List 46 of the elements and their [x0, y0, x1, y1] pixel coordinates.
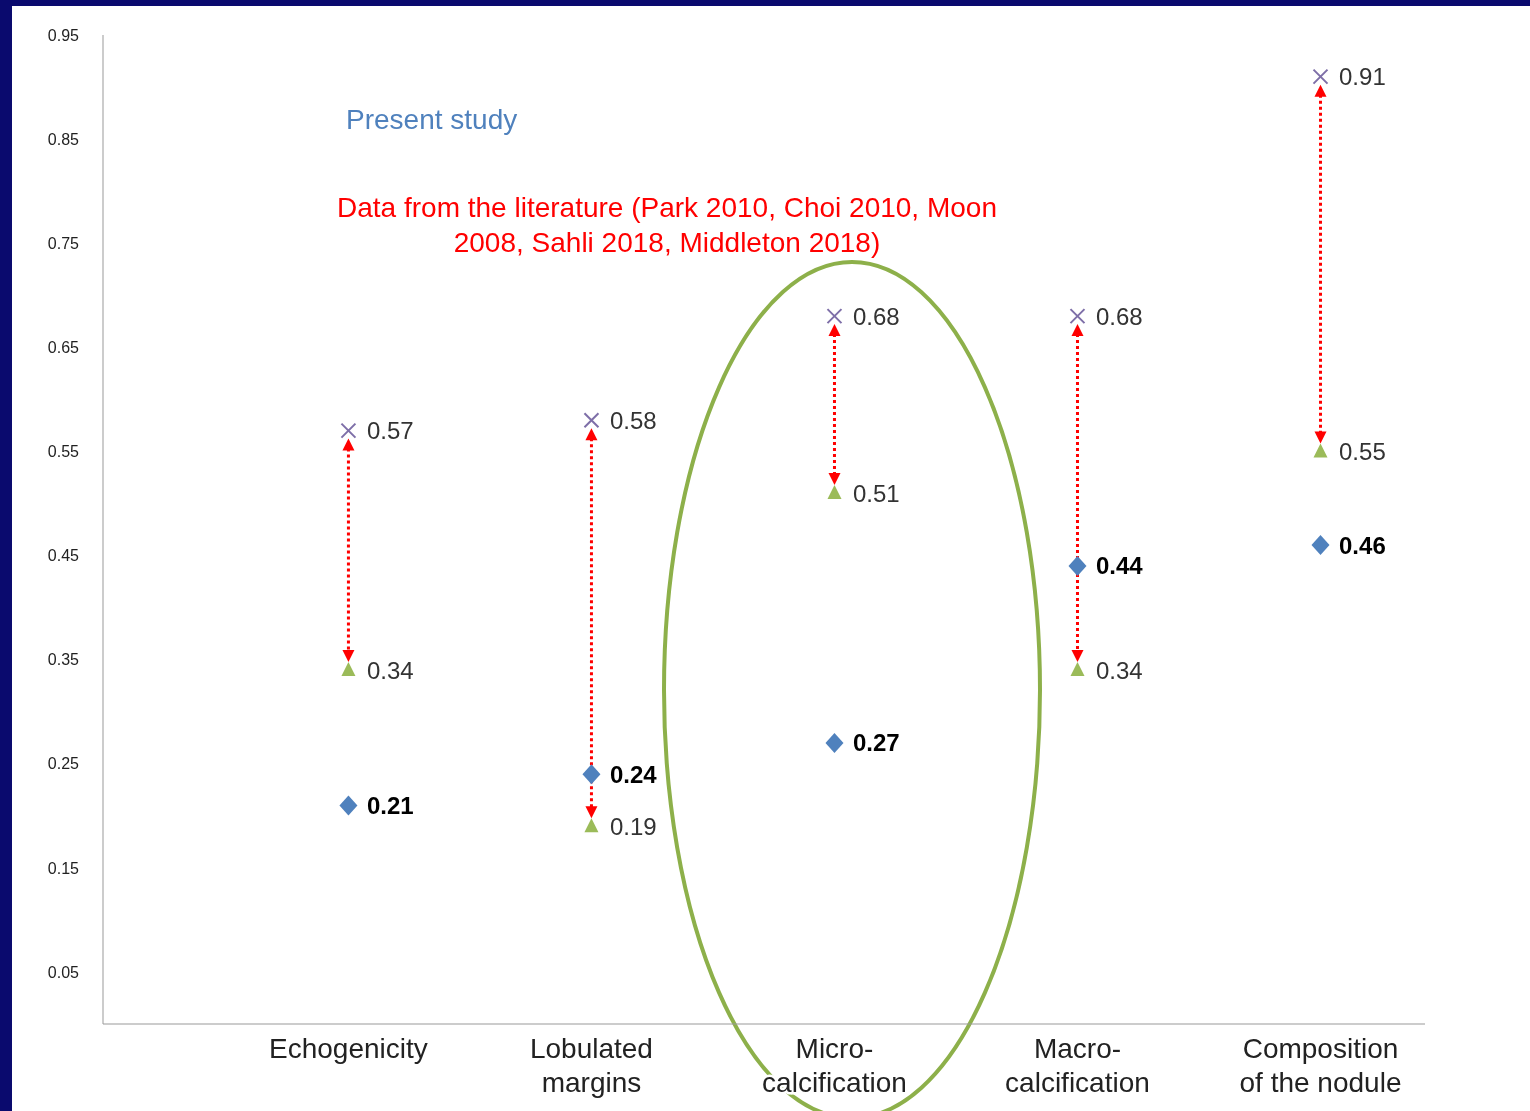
x-tick-label: Lobulated margins: [529, 1033, 653, 1098]
x-tick-label: Composition of the nodule: [1239, 1033, 1402, 1098]
point: [1068, 555, 1087, 576]
data-label: 0.91: [1339, 63, 1386, 91]
point: [584, 818, 599, 833]
data-label: 0.27: [852, 729, 900, 757]
data-label: 0.55: [1339, 437, 1386, 465]
y-tick-label: 0.75: [47, 234, 80, 252]
point: [582, 764, 601, 785]
data-label: 0.21: [366, 791, 414, 819]
y-tick-label: 0.35: [47, 651, 80, 669]
y-tick-label: 0.55: [47, 443, 80, 461]
point: [1311, 535, 1330, 556]
data-label: 0.34: [1096, 656, 1143, 684]
point: [1313, 443, 1328, 458]
data-label: 0.68: [1096, 302, 1143, 330]
point: [827, 485, 842, 500]
text: Present study: [346, 104, 518, 136]
annotation: Data from the literature (Park 2010, Choi 2010, Moon 2008, Sahli 2018, Middleton 2018): [337, 191, 997, 260]
point: [825, 732, 844, 753]
data-label: 0.34: [366, 656, 414, 684]
data-label: 0.58: [609, 406, 657, 434]
y-tick-label: 0.65: [47, 339, 80, 356]
data-label: 0.46: [1339, 531, 1386, 559]
y-tick-label: 0.45: [47, 547, 80, 565]
point: [1070, 662, 1085, 677]
y-tick-label: 0.85: [47, 130, 80, 148]
data-label: 0.24: [609, 760, 658, 788]
data-label: 0.19: [609, 812, 657, 840]
y-tick-label: 0.95: [47, 26, 80, 44]
y-tick-label: 0.05: [47, 963, 80, 981]
data-label: 0.57: [366, 417, 414, 445]
data-label: 0.68: [852, 302, 900, 330]
point: [583, 412, 600, 429]
data-label: 0.44: [1096, 552, 1144, 580]
point: [1312, 68, 1329, 85]
y-tick-label: 0.25: [47, 755, 80, 773]
y-tick-label: 0.15: [47, 859, 80, 877]
point: [1069, 308, 1086, 325]
x-tick-label: Macro-calcification: [1005, 1033, 1150, 1098]
x-tick-label: Echogenicity: [269, 1033, 428, 1064]
data-label: 0.51: [852, 479, 900, 507]
point: [341, 662, 356, 677]
point: [339, 795, 358, 816]
point: [826, 308, 843, 325]
point: [340, 422, 357, 439]
